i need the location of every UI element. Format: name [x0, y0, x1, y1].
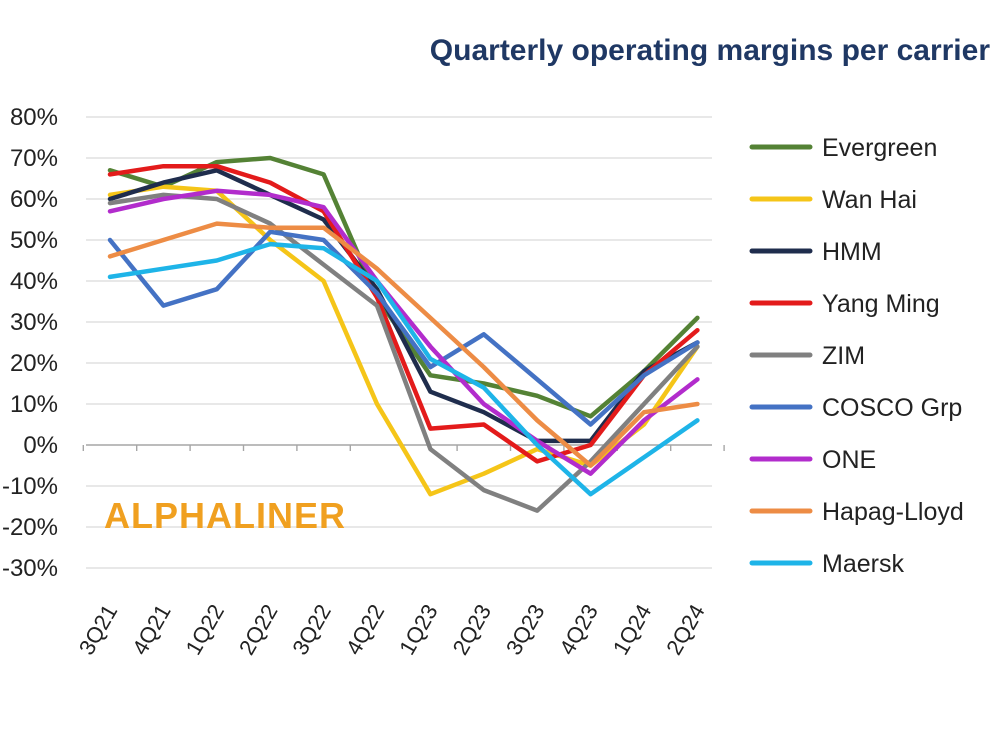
series-lines	[107, 155, 700, 513]
x-tick-label: 2Q24	[661, 600, 710, 659]
legend-label: Yang Ming	[822, 290, 940, 318]
y-tick-label: 40%	[10, 268, 58, 295]
series-line-one	[107, 188, 700, 476]
y-tick-label: 50%	[10, 227, 58, 254]
x-tick-label: 4Q23	[554, 600, 603, 659]
x-tick-label: 3Q21	[74, 600, 123, 659]
y-tick-label: 30%	[10, 309, 58, 336]
series-line-yang-ming	[107, 163, 700, 464]
x-axis-ticks: 3Q21 4Q21 1Q22 2Q22 3Q22 4Q22 1Q23 2Q23 3Q23 4Q23…	[74, 600, 710, 659]
legend: Evergreen Wan Hai HMM Yang Ming ZIM COSCO Grp…	[749, 134, 964, 578]
x-tick-label: 2Q23	[448, 600, 497, 659]
legend-label: ONE	[822, 446, 876, 474]
x-tick-label: 1Q24	[608, 600, 657, 659]
legend-label: ZIM	[822, 342, 865, 370]
legend-label: Wan Hai	[822, 186, 917, 214]
series-line-zim	[107, 192, 700, 513]
y-tick-label: 80%	[10, 104, 58, 131]
legend-label: Evergreen	[822, 134, 937, 162]
series-line-hmm	[107, 168, 700, 444]
legend-label: Maersk	[822, 550, 904, 578]
watermark-logo: ALPHALINER	[104, 495, 346, 536]
series-line-cosco-grp	[107, 229, 700, 427]
y-tick-label: 20%	[10, 350, 58, 377]
x-tick-label: 3Q22	[287, 600, 336, 659]
x-tick-label: 1Q23	[394, 600, 443, 659]
x-tick-label: 4Q21	[127, 600, 176, 659]
y-tick-label: 70%	[10, 145, 58, 172]
legend-label: Hapag-Lloyd	[822, 498, 964, 526]
series-line-hapag-lloyd	[107, 221, 700, 468]
x-tick-label: 2Q22	[234, 600, 283, 659]
y-tick-label: 60%	[10, 186, 58, 213]
legend-label: HMM	[822, 238, 882, 266]
y-tick-label: -30%	[2, 555, 58, 582]
x-tick-label: 4Q22	[341, 600, 390, 659]
y-tick-label: 10%	[10, 391, 58, 418]
series-line-maersk	[107, 241, 700, 497]
x-tick-label: 1Q22	[181, 600, 230, 659]
y-tick-label: -10%	[2, 473, 58, 500]
y-tick-label: 0%	[23, 432, 58, 459]
chart-title: Quarterly operating margins per carrier	[430, 34, 991, 67]
legend-label: COSCO Grp	[822, 394, 962, 422]
y-tick-label: -20%	[2, 514, 58, 541]
y-axis-ticks: 80% 70% 60% 50% 40% 30% 20% 10% 0% -10% -20% -30%	[2, 104, 58, 582]
x-tick-label: 3Q23	[501, 600, 550, 659]
